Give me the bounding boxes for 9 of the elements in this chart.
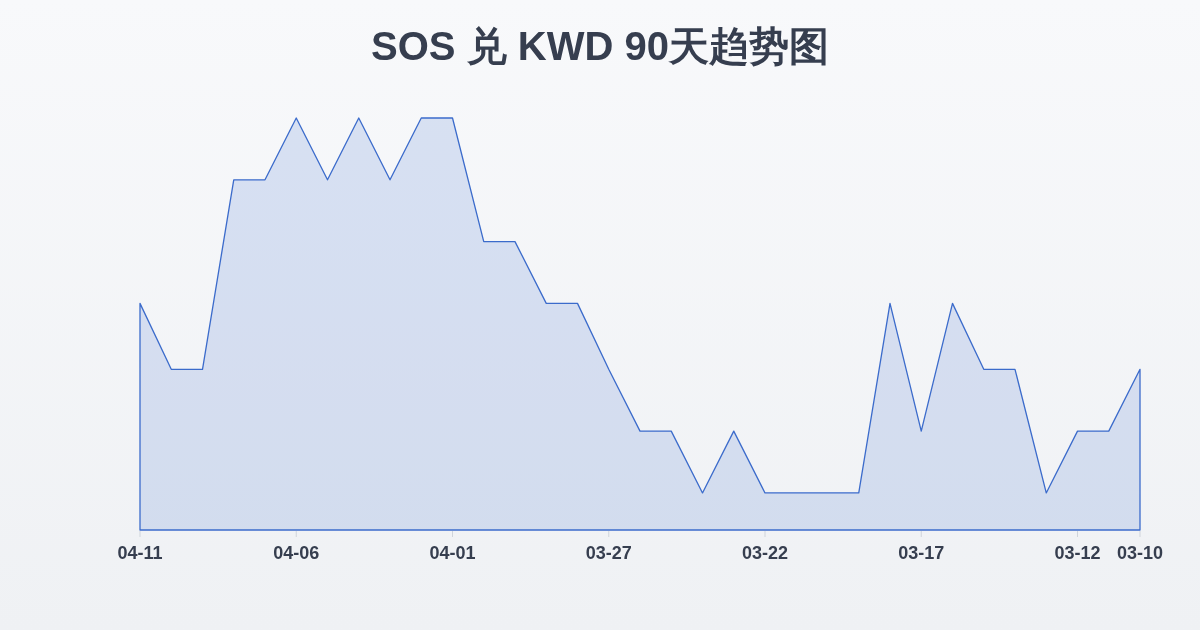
x-tick-label: 03-17 — [898, 543, 945, 563]
x-tick-label: 04-11 — [117, 543, 163, 563]
x-tick-label: 04-01 — [429, 543, 476, 563]
title: SOS 兑 KWD 90天趋势图 — [371, 24, 829, 68]
x-tick-label: 03-22 — [742, 543, 788, 563]
x-tick-label: 04-06 — [273, 543, 320, 563]
x-tick-label: 03-12 — [1054, 543, 1101, 563]
x-tick-label: 03-27 — [585, 543, 632, 563]
x-tick-label: 03-10 — [1117, 543, 1163, 563]
